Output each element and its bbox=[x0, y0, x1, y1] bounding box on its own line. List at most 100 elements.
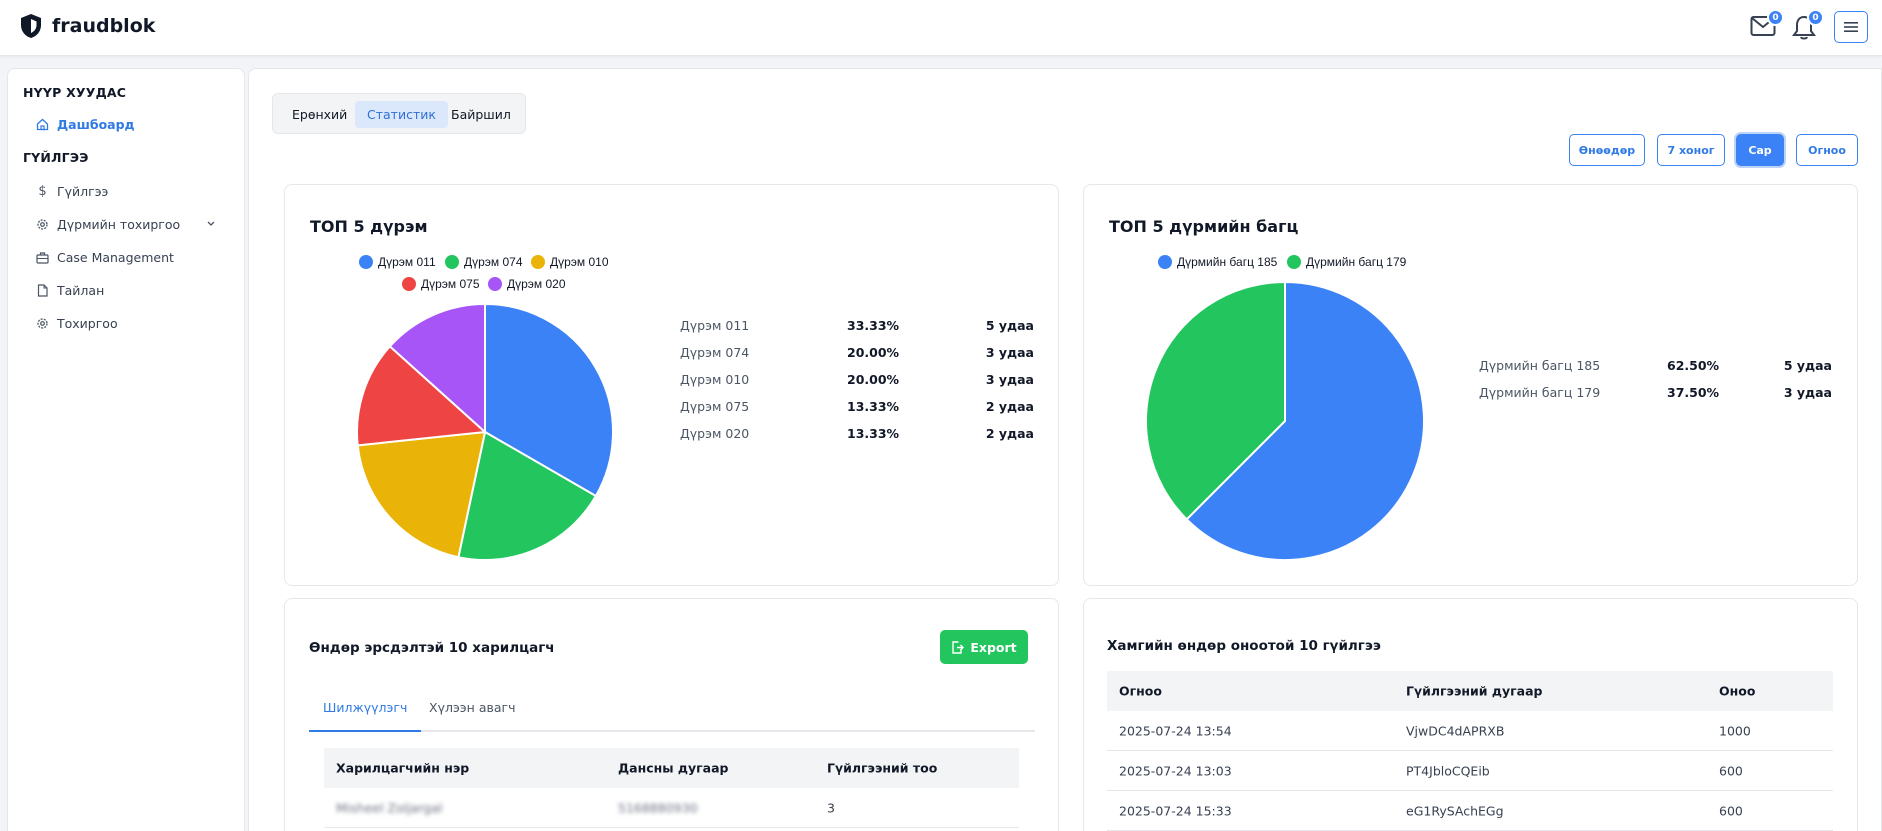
column-transaction-id: Гүйлгээний дугаар bbox=[1406, 683, 1543, 699]
app-logo[interactable]: fraudblok bbox=[20, 13, 155, 39]
tab-general[interactable]: Ерөнхий bbox=[292, 107, 348, 122]
sidebar-item-dashboard[interactable]: Дашбоард bbox=[36, 114, 135, 134]
legend-swatch bbox=[1158, 255, 1172, 269]
sidebar-section-transactions: ГҮЙЛГЭЭ bbox=[23, 150, 89, 165]
stat-name: Дүрэм 020 bbox=[680, 426, 750, 441]
stat-count: 3 удаа bbox=[985, 345, 1034, 360]
top-rules-title: ТОП 5 дүрэм bbox=[310, 217, 428, 236]
table-row[interactable]: Misheel Zoljargal 5168880930 3 bbox=[324, 788, 1019, 828]
sidebar-item-report[interactable]: Тайлан bbox=[36, 280, 104, 300]
stat-count: 5 удаа bbox=[985, 318, 1034, 333]
period-today-button[interactable]: Өнөөдөр bbox=[1569, 134, 1645, 166]
tab-statistics[interactable]: Статистик bbox=[355, 101, 448, 128]
shield-logo-icon bbox=[21, 14, 41, 38]
sidebar-item-label: Гүйлгээ bbox=[57, 183, 109, 199]
risk-subtabs: Шилжүүлэгч Хүлээн авагч bbox=[309, 700, 1035, 732]
stat-percent: 37.50% bbox=[1667, 385, 1720, 400]
legend-label: Дүрмийн багц 185 bbox=[1177, 255, 1278, 269]
top-groups-title: ТОП 5 дүрмийн багц bbox=[1109, 217, 1299, 236]
stat-percent: 13.33% bbox=[847, 426, 900, 441]
high-risk-customers-title: Өндөр эрсдэлтэй 10 харилцагч bbox=[309, 640, 555, 656]
stat-percent: 20.00% bbox=[847, 345, 900, 360]
subtab-receiver[interactable]: Хүлээн авагч bbox=[429, 700, 516, 715]
legend-item[interactable]: Дүрэм 011 bbox=[359, 255, 436, 269]
sidebar-item-rule-settings[interactable]: Дүрмийн тохиргоо bbox=[36, 214, 226, 234]
stat-name: Дүрэм 074 bbox=[680, 345, 750, 360]
transaction-score: 600 bbox=[1719, 763, 1743, 778]
sidebar-item-settings[interactable]: Тохиргоо bbox=[36, 313, 118, 333]
top-groups-pie-chart bbox=[1145, 280, 1425, 561]
customer-name: Misheel Zoljargal bbox=[336, 800, 443, 815]
legend-swatch bbox=[531, 255, 545, 269]
file-icon bbox=[37, 283, 48, 297]
period-date-button[interactable]: Огноо bbox=[1796, 134, 1858, 166]
period-week-button[interactable]: 7 хоног bbox=[1657, 134, 1725, 166]
transaction-count: 3 bbox=[827, 800, 835, 815]
mail-button[interactable]: 0 bbox=[1750, 9, 1784, 41]
mail-count-badge: 0 bbox=[1767, 9, 1784, 26]
transaction-id: PT4JbloCQEib bbox=[1406, 763, 1490, 778]
period-month-button[interactable]: Сар bbox=[1736, 134, 1784, 166]
legend-item[interactable]: Дүрэм 010 bbox=[531, 255, 609, 269]
top-score-transactions-card bbox=[1083, 598, 1858, 831]
sidebar-item-case-management[interactable]: Case Management bbox=[36, 247, 174, 267]
legend-label: Дүрэм 010 bbox=[550, 255, 609, 269]
sidebar-item-transactions[interactable]: $ Гүйлгээ bbox=[36, 181, 108, 201]
menu-button[interactable] bbox=[1834, 11, 1868, 43]
stat-percent: 62.50% bbox=[1667, 358, 1720, 373]
legend-item[interactable]: Дүрэм 075 bbox=[402, 277, 480, 291]
sidebar: НҮҮР ХУУДАС Дашбоард ГҮЙЛГЭЭ $ Гүйлгээ Д… bbox=[7, 68, 245, 831]
stat-count: 5 удаа bbox=[1783, 358, 1832, 373]
table-row[interactable]: 2025-07-24 13:54 VjwDC4dAPRXB 1000 bbox=[1107, 711, 1833, 751]
transaction-date: 2025-07-24 13:03 bbox=[1119, 763, 1232, 778]
table-row[interactable]: 2025-07-24 15:33 eG1RySAchEGg 600 bbox=[1107, 791, 1833, 831]
stat-percent: 33.33% bbox=[847, 318, 900, 333]
transaction-score: 600 bbox=[1719, 803, 1743, 818]
stat-name: Дүрмийн багц 185 bbox=[1479, 358, 1601, 373]
notification-button[interactable]: 0 bbox=[1792, 9, 1824, 45]
legend-item[interactable]: Дүрмийн багц 179 bbox=[1287, 255, 1406, 269]
pie-slice[interactable] bbox=[484, 302, 614, 498]
legend-item[interactable]: Дүрэм 020 bbox=[488, 277, 566, 291]
dollar-icon: $ bbox=[38, 183, 47, 199]
pie-slice[interactable] bbox=[457, 430, 598, 561]
pie-slice[interactable] bbox=[1185, 280, 1425, 561]
column-account-number: Дансны дугаар bbox=[618, 760, 729, 776]
hamburger-icon bbox=[1844, 22, 1858, 32]
notification-count-badge: 0 bbox=[1807, 9, 1824, 26]
legend-swatch bbox=[1287, 255, 1301, 269]
risk-table-header: Харилцагчийн нэр Дансны дугаар Гүйлгээни… bbox=[324, 748, 1019, 788]
legend-item[interactable]: Дүрэм 074 bbox=[445, 255, 523, 269]
legend-label: Дүрэм 011 bbox=[378, 255, 436, 269]
briefcase-icon bbox=[36, 251, 49, 264]
legend-item[interactable]: Дүрмийн багц 185 bbox=[1158, 255, 1277, 269]
transaction-id: eG1RySAchEGg bbox=[1406, 803, 1504, 818]
column-date: Огноо bbox=[1119, 683, 1162, 699]
export-label: Export bbox=[970, 639, 1017, 655]
score-table-header: Огноо Гүйлгээний дугаар Оноо bbox=[1107, 671, 1833, 711]
sidebar-item-label: Case Management bbox=[57, 249, 174, 265]
sidebar-item-label: Тайлан bbox=[57, 282, 105, 298]
top-score-transactions-title: Хамгийн өндөр оноотой 10 гүйлгээ bbox=[1107, 638, 1381, 654]
transaction-date: 2025-07-24 15:33 bbox=[1119, 803, 1232, 818]
pie-slice[interactable] bbox=[1145, 280, 1286, 521]
export-icon bbox=[952, 640, 965, 654]
stat-count: 2 удаа bbox=[985, 426, 1034, 441]
pie-slice[interactable] bbox=[388, 302, 486, 435]
legend-swatch bbox=[359, 255, 373, 269]
stat-count: 3 удаа bbox=[985, 372, 1034, 387]
gear-icon bbox=[37, 218, 48, 230]
subtab-sender[interactable]: Шилжүүлэгч bbox=[309, 700, 422, 732]
pie-slice[interactable] bbox=[356, 344, 488, 447]
transaction-id: VjwDC4dAPRXB bbox=[1406, 723, 1505, 738]
pie-slice[interactable] bbox=[356, 430, 487, 559]
stat-count: 2 удаа bbox=[985, 399, 1034, 414]
tab-location[interactable]: Байршил bbox=[451, 107, 511, 122]
column-transaction-count: Гүйлгээний тоо bbox=[827, 760, 938, 776]
export-button[interactable]: Export bbox=[940, 630, 1028, 664]
table-row[interactable]: 2025-07-24 13:03 PT4JbloCQEib 600 bbox=[1107, 751, 1833, 791]
top-rules-pie-chart bbox=[356, 302, 614, 561]
sidebar-item-label: Дашбоард bbox=[57, 116, 135, 132]
stat-percent: 13.33% bbox=[847, 399, 900, 414]
view-tabs: Ерөнхий Статистик Байршил bbox=[272, 93, 526, 134]
